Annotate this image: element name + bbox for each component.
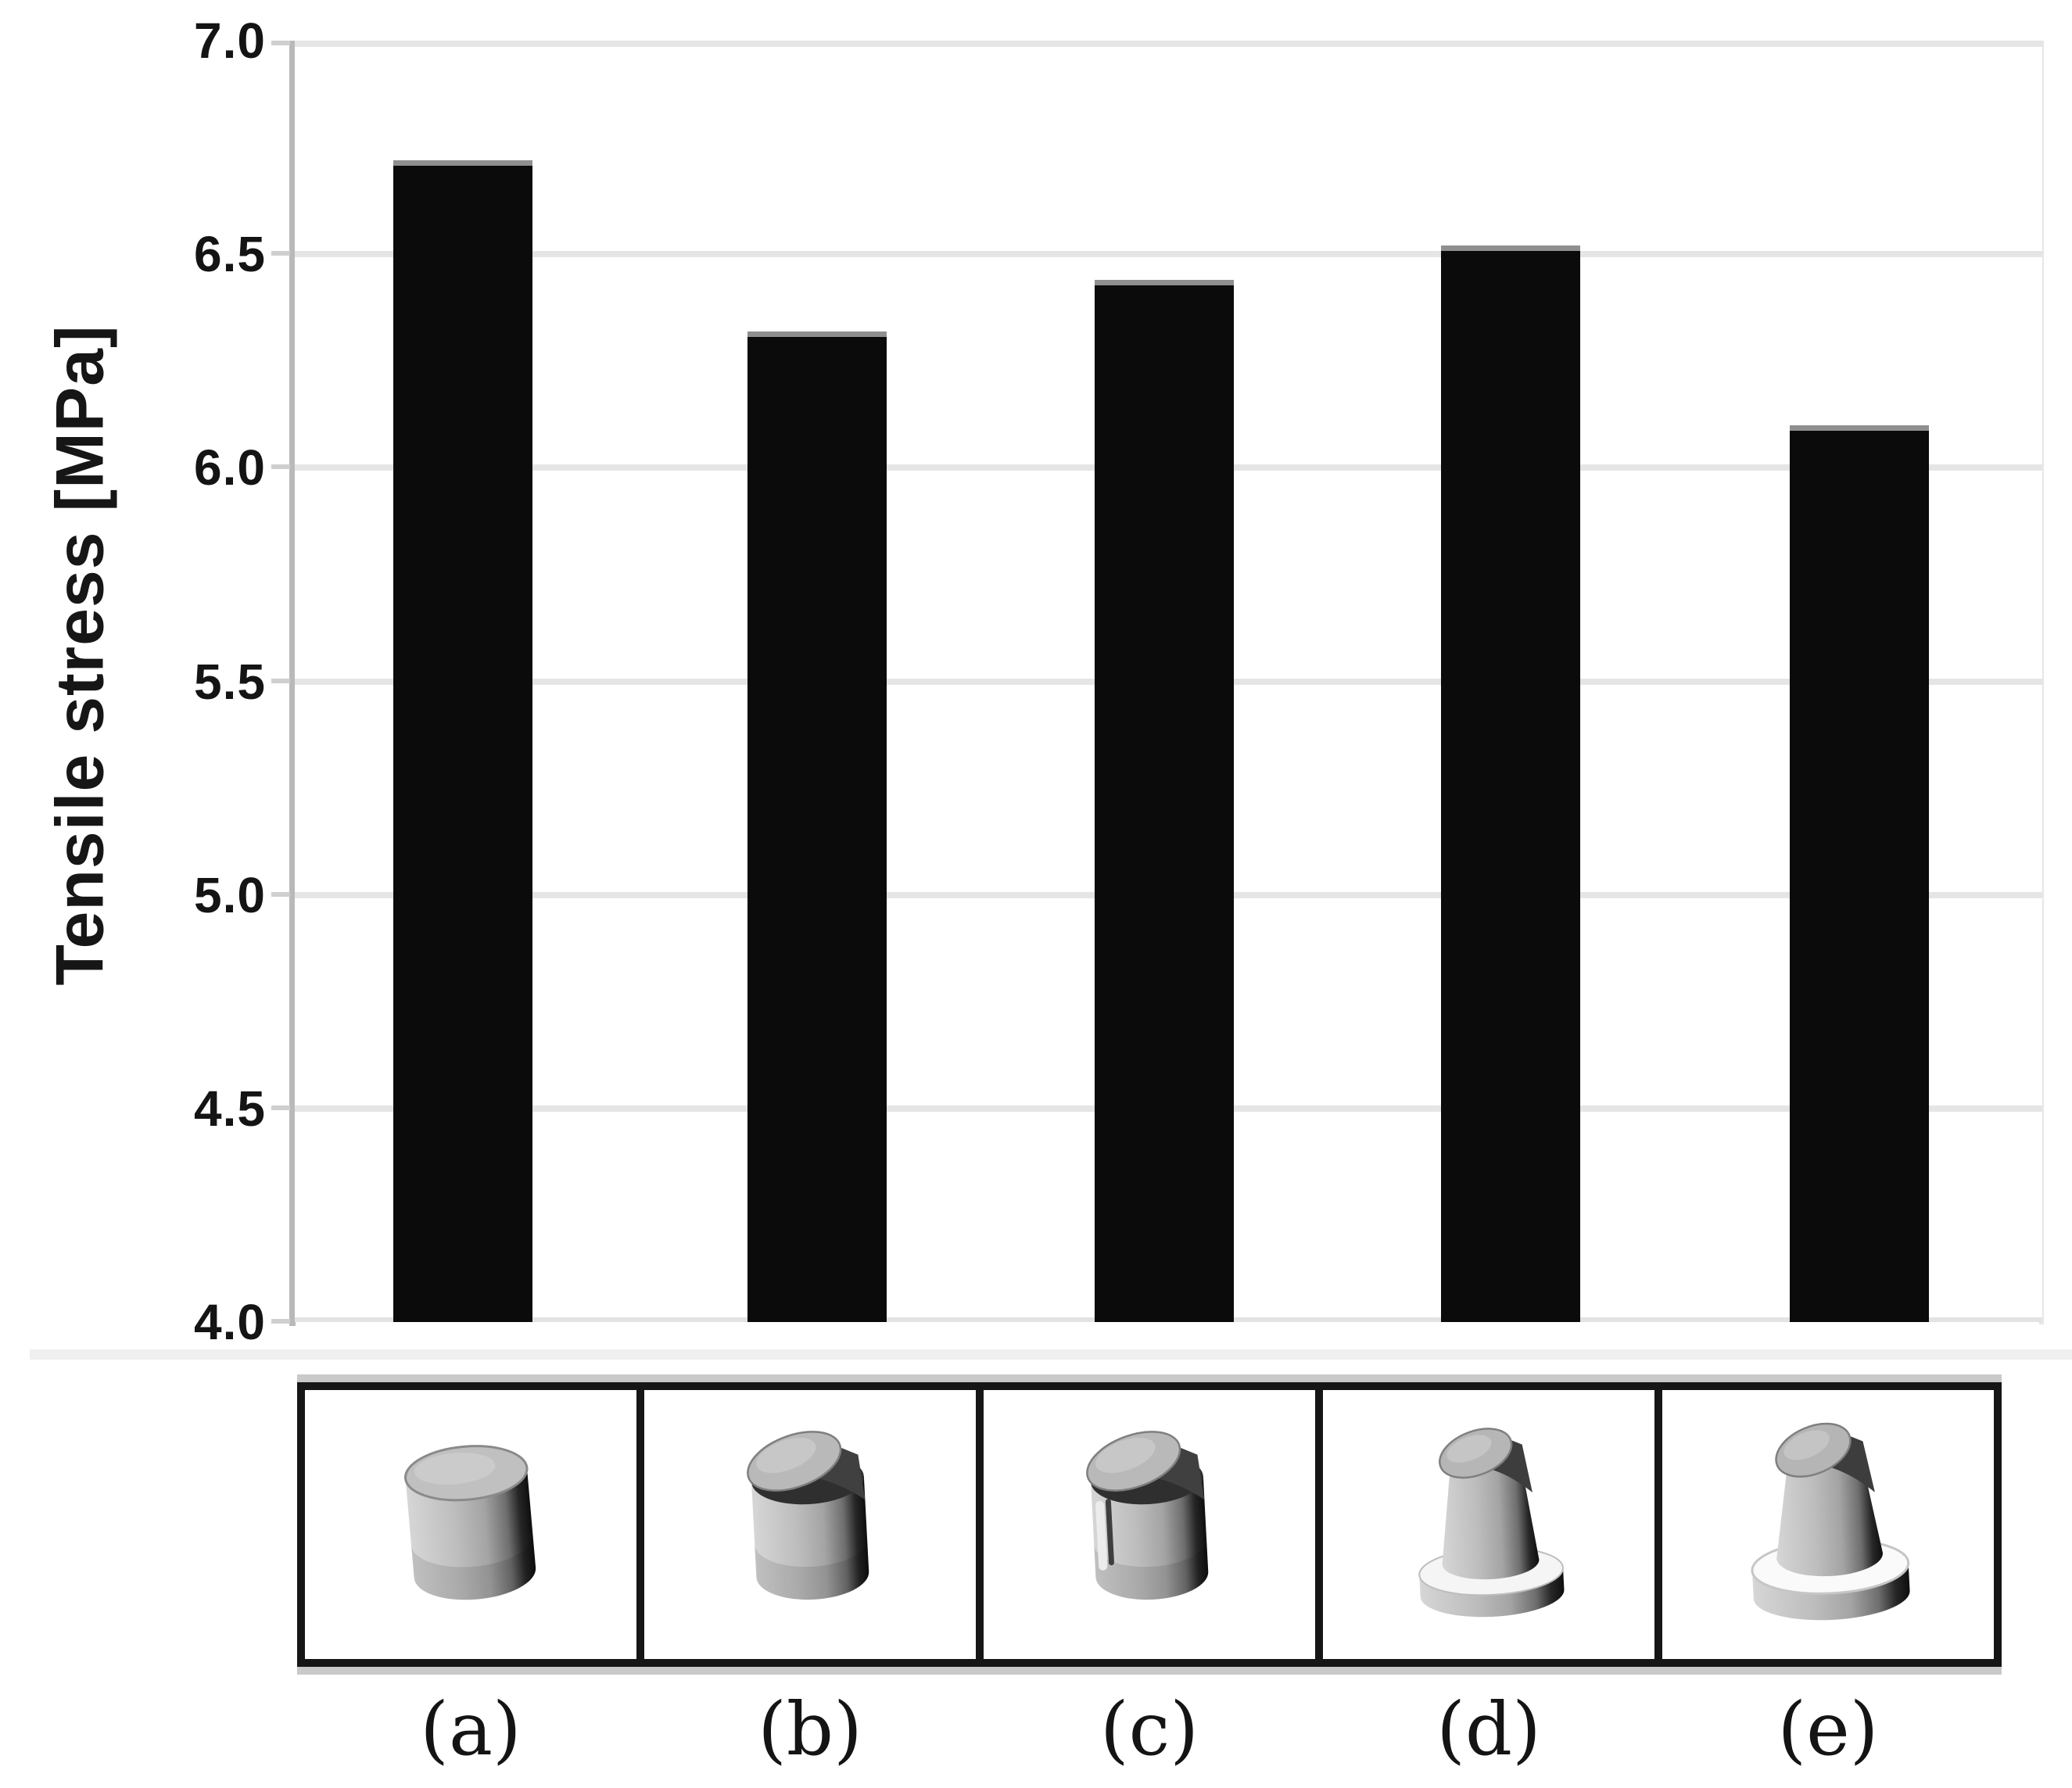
chart-bottom-band [30, 1349, 2072, 1360]
y-tick-label-5.0: 5.0 [194, 867, 266, 923]
specimen-strip [297, 1382, 2002, 1667]
specimen-b-chamfer-top-cylinder-icon [747, 1431, 869, 1600]
y-tick-label-7.0: 7.0 [194, 13, 266, 69]
bar-(b) [747, 331, 887, 1322]
specimen-cell-(c) [976, 1390, 1315, 1659]
specimen-cell-(d) [1315, 1390, 1654, 1659]
y-tick-mark-7.0 [271, 41, 290, 45]
bar-(d) [1441, 245, 1580, 1322]
y-tick-label-6.5: 6.5 [194, 226, 266, 282]
specimen-label-(c): (c) [1100, 1687, 1199, 1772]
y-tick-label-6.0: 6.0 [194, 439, 266, 496]
y-tick-mark-6.5 [271, 251, 290, 256]
gridline-7.0 [295, 41, 2042, 47]
y-tick-label-5.5: 5.5 [194, 654, 266, 710]
y-tick-label-4.5: 4.5 [194, 1080, 266, 1137]
gridline-6.5 [295, 251, 2042, 257]
specimen-c-chamfer-cylinder-side-groove-icon [1086, 1431, 1209, 1600]
specimen-label-(e): (e) [1777, 1687, 1879, 1772]
specimen-cell-(a) [305, 1390, 636, 1659]
specimen-d-tapered-cylinder-flange-icon [1418, 1428, 1565, 1618]
y-tick-label-4.0: 4.0 [194, 1294, 266, 1350]
bar-(e) [1790, 425, 1929, 1322]
y-tick-mark-4.5 [271, 1105, 290, 1110]
bar-(c) [1095, 280, 1234, 1322]
specimen-label-(b): (b) [758, 1687, 862, 1772]
y-tick-mark-5.5 [271, 679, 290, 683]
bar-(a) [393, 160, 532, 1322]
y-axis-line [289, 41, 296, 1326]
specimen-cell-(b) [636, 1390, 976, 1659]
plot-area [295, 41, 2042, 1322]
specimen-label-(a): (a) [420, 1687, 522, 1772]
y-tick-mark-4.0 [271, 1319, 290, 1324]
y-tick-mark-6.0 [271, 464, 290, 469]
specimen-a-plain-cylinder-icon [403, 1445, 536, 1600]
specimen-label-(d): (d) [1436, 1687, 1541, 1772]
specimen-cell-(e) [1654, 1390, 1994, 1659]
y-tick-mark-5.0 [271, 892, 290, 897]
specimen-e-tapered-cylinder-wide-flange-icon [1751, 1422, 1910, 1621]
